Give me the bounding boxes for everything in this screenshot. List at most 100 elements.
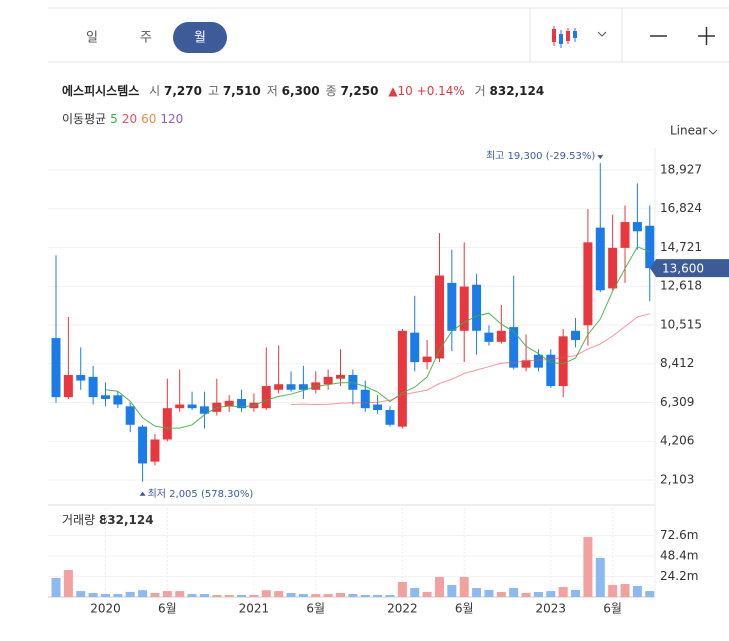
volume-bar bbox=[397, 581, 407, 597]
candle-body bbox=[113, 395, 123, 405]
volume-bar bbox=[298, 594, 308, 597]
x-tick-label: 6월 bbox=[306, 602, 325, 616]
current-price-tag bbox=[650, 259, 729, 278]
volume-bar bbox=[558, 586, 568, 597]
x-tick-label: 2023 bbox=[536, 602, 567, 616]
ma-period: 5 bbox=[110, 112, 118, 126]
max-annotation: 최고 19,300 (-29.53%) bbox=[486, 150, 595, 162]
volume-bar bbox=[88, 593, 98, 597]
candle-body bbox=[336, 375, 346, 379]
min-marker bbox=[139, 491, 146, 496]
candle-body bbox=[546, 354, 556, 387]
candle-body bbox=[274, 384, 284, 390]
stock-name: 에스피시스템스 bbox=[62, 84, 140, 98]
y-tick-label: 16,824 bbox=[660, 201, 702, 215]
field-label: 고 bbox=[207, 84, 219, 98]
y-tick-label: 6,309 bbox=[660, 395, 694, 409]
candle-body bbox=[51, 338, 61, 398]
candle-body bbox=[472, 284, 482, 331]
y2-tick-label: 24.2m bbox=[660, 569, 698, 583]
volume-bar bbox=[162, 591, 172, 597]
volume-bar bbox=[51, 578, 61, 597]
stock-info: 에스피시스템스 시 7,270 고 7,510 저 6,300 종 7,250 ▲10… bbox=[62, 82, 544, 99]
candle-body bbox=[496, 330, 506, 342]
zoom-in[interactable] bbox=[698, 27, 715, 45]
volume-bar bbox=[212, 594, 222, 597]
y-tick-label: 12,618 bbox=[660, 279, 702, 293]
candle-body bbox=[620, 222, 630, 248]
y-tick-label: 10,515 bbox=[660, 317, 702, 331]
field-value: 7,510 bbox=[222, 84, 261, 98]
y-tick-label: 2,103 bbox=[660, 472, 694, 486]
x-tick-label: 2022 bbox=[387, 602, 418, 616]
volume-bar bbox=[360, 594, 370, 597]
volume-bar bbox=[546, 591, 556, 597]
volume-bar bbox=[311, 594, 321, 597]
candle-body bbox=[558, 336, 568, 387]
field-value: 7,250 bbox=[340, 84, 379, 98]
tab[interactable]: 월 bbox=[194, 31, 206, 46]
volume-title: 거래량 832,124 bbox=[62, 513, 154, 527]
candle-body bbox=[138, 426, 148, 464]
volume-bar bbox=[63, 569, 73, 597]
volume-bar bbox=[434, 576, 444, 597]
volume-bar bbox=[249, 594, 259, 597]
tab-selected-bg bbox=[173, 22, 227, 53]
volume-bar bbox=[187, 594, 197, 597]
candle-body bbox=[76, 375, 86, 381]
volume-bar bbox=[410, 588, 420, 597]
field-label: 종 bbox=[325, 84, 337, 98]
max-marker bbox=[597, 155, 604, 160]
min-annotation: 최저 2,005 (578.30%) bbox=[148, 488, 254, 500]
candle-body bbox=[298, 384, 308, 390]
candle-body bbox=[645, 225, 655, 269]
y2-tick-label: 48.4m bbox=[660, 548, 698, 562]
candle-body bbox=[397, 330, 407, 427]
volume-bar bbox=[373, 594, 383, 597]
volume-bar bbox=[274, 591, 284, 597]
ma-period: 60 bbox=[141, 112, 157, 126]
dropdown-chevron[interactable] bbox=[597, 31, 607, 37]
candle-body bbox=[150, 439, 160, 462]
volume-bar bbox=[422, 591, 432, 597]
volume-bar bbox=[100, 594, 110, 597]
moving-average-line bbox=[105, 246, 650, 429]
moving-average-line bbox=[290, 313, 650, 406]
field-label: 저 bbox=[266, 84, 278, 98]
volume-value: 832,124 bbox=[489, 84, 545, 98]
candle-body bbox=[100, 395, 110, 399]
volume-bar bbox=[447, 584, 457, 597]
y-tick-label: 8,412 bbox=[660, 356, 694, 370]
volume-bar bbox=[175, 591, 185, 597]
moving-average-legend: 이동평균 5 20 60 120 bbox=[62, 110, 183, 127]
tab[interactable]: 주 bbox=[140, 31, 152, 46]
candle-body bbox=[373, 404, 383, 411]
volume-bar bbox=[385, 594, 395, 597]
volume-bar bbox=[199, 594, 209, 597]
scale-label[interactable]: Linear bbox=[670, 124, 707, 138]
volume-bar bbox=[286, 593, 296, 597]
volume-bar bbox=[150, 593, 160, 597]
volume-bar bbox=[608, 584, 618, 597]
field-label: 시 bbox=[149, 84, 161, 98]
candle-body bbox=[125, 406, 135, 425]
volume-bar bbox=[336, 593, 346, 597]
candle-body bbox=[422, 356, 432, 363]
y-tick-label: 14,721 bbox=[660, 240, 702, 254]
volume-bar bbox=[645, 591, 655, 597]
volume-bar bbox=[472, 588, 482, 597]
volume-label: 거 bbox=[474, 84, 486, 98]
candle-body bbox=[162, 408, 172, 440]
volume-bar bbox=[583, 536, 593, 597]
candle-body bbox=[434, 275, 444, 359]
candle-body bbox=[199, 406, 209, 414]
tab[interactable]: 일 bbox=[86, 31, 98, 46]
candle-body bbox=[608, 247, 618, 289]
y2-tick-label: 72.6m bbox=[660, 528, 698, 542]
candle-type-icon[interactable] bbox=[552, 26, 577, 48]
candle-body bbox=[323, 376, 333, 385]
x-tick-label: 6월 bbox=[158, 602, 177, 616]
x-tick-label: 2020 bbox=[90, 602, 121, 616]
candle-body bbox=[533, 354, 543, 368]
